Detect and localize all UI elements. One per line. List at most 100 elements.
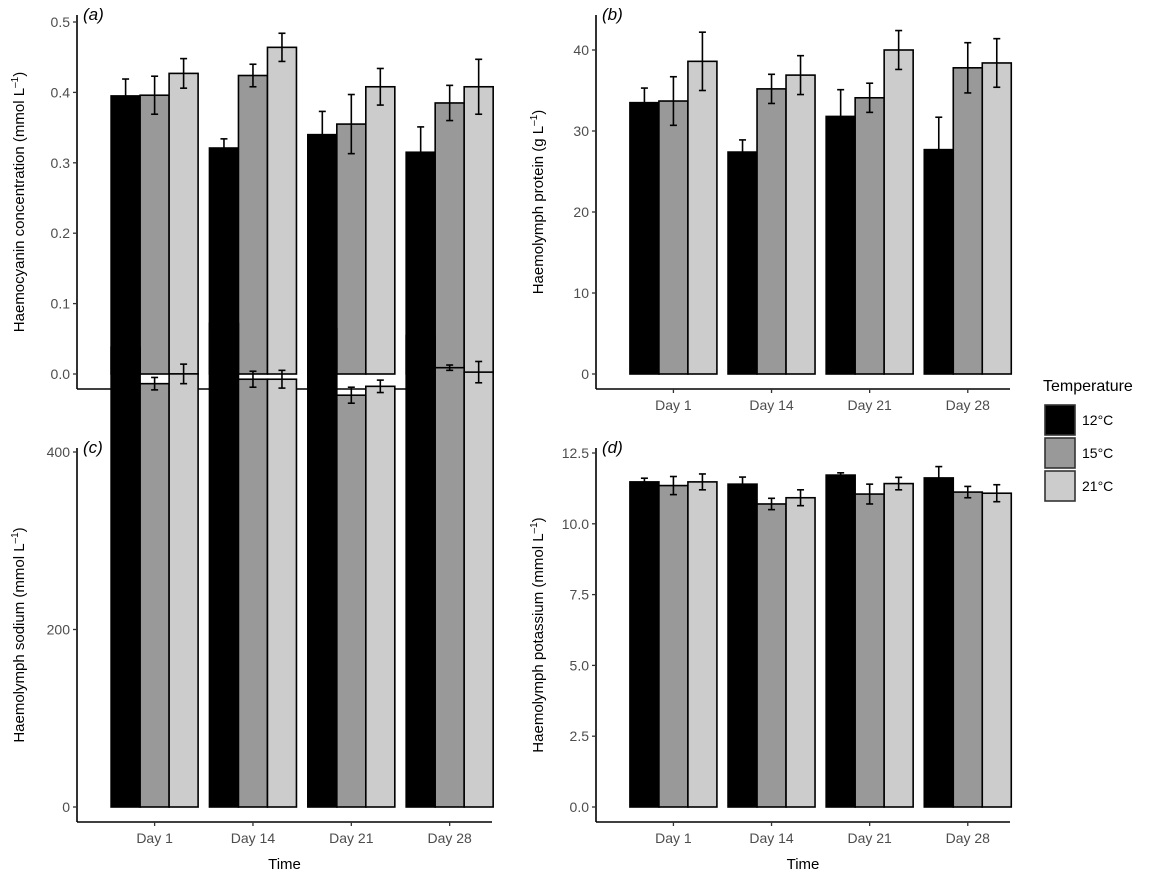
y-tick-label: 0.5 xyxy=(51,14,71,30)
bar-15c-day-14 xyxy=(237,74,269,375)
bar-21c-day-1 xyxy=(168,373,199,808)
x-tick-label: Day 28 xyxy=(427,830,472,846)
y-tick-label: 7.5 xyxy=(570,587,590,603)
y-axis-title: Haemolymph protein (g L–1) xyxy=(529,110,547,295)
y-tick-label: 0.1 xyxy=(51,296,71,312)
error-bar-21c-day-28 xyxy=(475,58,483,116)
bar-21c-day-1 xyxy=(687,481,718,808)
bar-12c-day-28 xyxy=(923,148,955,375)
error-bar-21c-day-21 xyxy=(895,476,903,491)
error-bar-15c-day-28 xyxy=(964,41,972,94)
y-axis-title-close: ) xyxy=(530,517,547,522)
error-bar-15c-day-14 xyxy=(768,73,776,105)
error-bar-12c-day-28 xyxy=(935,465,943,491)
bar-12c-day-28 xyxy=(405,334,436,808)
x-tick-label: Day 21 xyxy=(329,830,374,846)
error-bar-15c-day-14 xyxy=(249,370,257,389)
panel-label: (a) xyxy=(83,5,104,24)
bar-15c-day-14 xyxy=(756,503,787,808)
y-tick-label: 0 xyxy=(62,799,70,815)
x-tick-label: Day 1 xyxy=(655,397,692,413)
bar-15c-day-1 xyxy=(139,382,170,808)
y-tick-label: 200 xyxy=(47,622,71,638)
panel-label: (b) xyxy=(602,5,623,24)
bar-21c-day-21 xyxy=(365,85,396,375)
legend-label-15c: 15°C xyxy=(1082,445,1113,461)
x-tick-label: Day 14 xyxy=(749,397,794,413)
y-tick-label: 40 xyxy=(573,42,589,58)
bar-12c-day-1 xyxy=(110,346,141,808)
y-axis-title-superscript: –1 xyxy=(529,522,540,534)
y-axis-title-superscript: –1 xyxy=(10,532,21,544)
bar-15c-day-21 xyxy=(854,96,885,375)
legend-entry-15c: 15°C xyxy=(1044,437,1113,469)
y-tick-label: 0 xyxy=(581,366,589,382)
error-bar-12c-day-28 xyxy=(417,126,425,179)
bar-21c-day-14 xyxy=(785,74,816,375)
bar-21c-day-1 xyxy=(168,72,199,375)
x-tick-label: Day 1 xyxy=(136,830,173,846)
y-tick-label: 10 xyxy=(573,285,589,301)
x-tick-label: Day 1 xyxy=(655,830,692,846)
y-tick-label: 0.3 xyxy=(51,155,71,171)
error-bar-12c-day-21 xyxy=(318,325,326,333)
y-tick-label: 30 xyxy=(573,123,589,139)
error-bar-15c-day-28 xyxy=(446,84,454,122)
legend-swatch-21c xyxy=(1044,470,1076,502)
error-bar-15c-day-1 xyxy=(669,475,677,496)
bar-21c-day-28 xyxy=(981,492,1013,808)
error-bar-12c-day-14 xyxy=(739,476,747,493)
error-bar-12c-day-14 xyxy=(220,138,228,158)
error-bar-12c-day-28 xyxy=(935,116,943,183)
y-axis-title-main: Haemolymph protein (g L xyxy=(530,126,547,294)
bar-21c-day-21 xyxy=(883,49,914,375)
legend-swatch-15c xyxy=(1044,437,1076,469)
bar-15c-day-1 xyxy=(658,484,689,808)
y-axis-title-superscript: –1 xyxy=(529,114,540,126)
bar-21c-day-28 xyxy=(463,371,494,808)
y-axis-title-close: ) xyxy=(11,527,28,532)
error-bar-21c-day-28 xyxy=(475,360,483,384)
error-bar-21c-day-1 xyxy=(180,363,188,385)
x-axis-title: Time xyxy=(268,856,301,873)
chart-panel-d: (d) 0.0 2.5 5.0 7.5 10.0 12.5 Day 1 Day 14 Day 21… xyxy=(529,438,1013,873)
error-bar-12c-day-14 xyxy=(220,318,228,329)
bar-12c-day-14 xyxy=(727,483,758,808)
bar-12c-day-1 xyxy=(110,95,141,375)
x-tick-label: Day 28 xyxy=(946,830,991,846)
bar-21c-day-21 xyxy=(365,385,396,808)
bar-21c-day-1 xyxy=(687,60,718,375)
x-tick-label: Day 14 xyxy=(749,830,794,846)
panel-label: (d) xyxy=(602,438,623,457)
error-bar-21c-day-21 xyxy=(376,379,384,394)
bar-15c-day-28 xyxy=(434,102,465,375)
x-tick-label: Day 21 xyxy=(847,397,892,413)
x-axis-title: Time xyxy=(787,856,820,873)
bar-21c-day-21 xyxy=(883,482,914,808)
error-bar-12c-day-14 xyxy=(739,139,747,166)
bar-12c-day-1 xyxy=(629,101,660,375)
legend-entry-12c: 12°C xyxy=(1044,404,1113,436)
bar-15c-day-28 xyxy=(952,491,984,808)
bar-15c-day-1 xyxy=(658,100,689,375)
error-bar-15c-day-21 xyxy=(347,93,355,155)
bar-12c-day-21 xyxy=(307,327,338,808)
y-tick-label: 0.0 xyxy=(51,366,71,382)
error-bar-12c-day-21 xyxy=(837,88,845,144)
y-tick-label: 12.5 xyxy=(562,445,589,461)
y-axis-title-close: ) xyxy=(11,72,28,77)
y-axis-title-close: ) xyxy=(530,110,547,115)
error-bar-21c-day-14 xyxy=(278,32,286,63)
x-tick-label: Day 28 xyxy=(946,397,991,413)
bar-15c-day-1 xyxy=(139,94,170,375)
y-tick-label: 0.0 xyxy=(570,799,590,815)
bar-15c-day-28 xyxy=(434,366,465,808)
error-bar-21c-day-14 xyxy=(278,369,286,389)
error-bar-21c-day-14 xyxy=(797,54,805,96)
x-tick-label: Day 21 xyxy=(847,830,892,846)
chart-panel-b: (b) 0 10 20 30 40 Day 1 Day 14 Day 21 Day 28 Haemo… xyxy=(529,5,1013,413)
error-bar-12c-day-1 xyxy=(122,78,130,114)
y-tick-label: 20 xyxy=(573,204,589,220)
error-bar-21c-day-1 xyxy=(698,31,706,92)
